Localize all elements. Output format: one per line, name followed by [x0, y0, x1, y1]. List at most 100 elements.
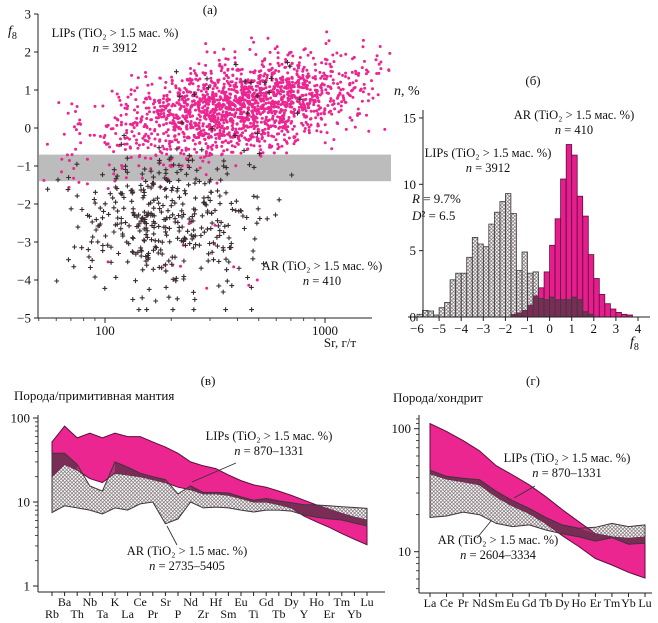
svg-text:Zr: Zr	[198, 607, 209, 621]
x-axis-title-sr: Sr, г/т	[323, 335, 357, 350]
svg-text:Sm: Sm	[220, 607, 237, 621]
svg-text:0: 0	[25, 121, 32, 136]
ar-scatter-points	[45, 60, 303, 312]
svg-text:Dy: Dy	[555, 596, 570, 610]
ar-annotation-v: AR (TiO₂ > 1.5 мас. %) n = 2735–5405	[127, 544, 248, 575]
svg-text:Tb: Tb	[272, 607, 285, 621]
svg-text:2: 2	[25, 45, 32, 60]
svg-text:15: 15	[403, 110, 416, 125]
ar-annotation-g-line1: AR (TiO₂ > 1.5 мас. %)	[437, 533, 559, 547]
lips-annotation-b-n: n = 3912	[465, 161, 511, 176]
svg-text:3: 3	[25, 7, 32, 22]
svg-text:1000: 1000	[312, 323, 338, 338]
svg-text:Er: Er	[590, 596, 601, 610]
lips-annotation-g-line1: LIPs (TiO₂ > 1.5 мас. %)	[503, 451, 631, 465]
stats-annotation-b: R = 9.7% D² = 6.5	[412, 191, 461, 225]
svg-text:Lu: Lu	[638, 596, 651, 610]
svg-text:10: 10	[398, 544, 411, 559]
panel-g-tag: (г)	[526, 373, 540, 388]
svg-text:Lu: Lu	[360, 595, 373, 609]
svg-text:100: 100	[392, 421, 412, 436]
panel-b-tag: (б)	[525, 73, 541, 88]
lips-leader-line	[191, 462, 237, 483]
ar-annotation-b-n: n = 410	[554, 123, 594, 138]
svg-text:Tm: Tm	[604, 596, 621, 610]
gray-band	[39, 154, 391, 182]
f8-var: f	[8, 24, 12, 39]
panel-a-tag: (a)	[202, 2, 218, 17]
f8-sub: 8	[11, 30, 17, 42]
svg-text:Nd: Nd	[472, 596, 487, 610]
svg-text:Ti: Ti	[248, 607, 259, 621]
ar-annotation-b-line1: AR (TiO₂ > 1.5 мас. %)	[513, 108, 635, 122]
svg-text:Gd: Gd	[522, 596, 537, 610]
svg-text:−1: −1	[17, 159, 31, 174]
svg-text:−4: −4	[454, 321, 468, 336]
svg-text:−3: −3	[476, 321, 490, 336]
svg-text:−4: −4	[17, 273, 31, 288]
y-axis-title-npct: n, %	[394, 84, 420, 99]
svg-text:5: 5	[410, 243, 417, 258]
svg-text:Ce: Ce	[134, 595, 147, 609]
svg-text:2: 2	[591, 321, 598, 336]
svg-text:100: 100	[11, 411, 31, 426]
svg-text:−2: −2	[17, 197, 31, 212]
svg-text:Tb: Tb	[539, 596, 552, 610]
r-stat: R = 9.7%	[412, 191, 461, 206]
svg-text:Nb: Nb	[82, 595, 97, 609]
svg-text:Yb: Yb	[621, 596, 636, 610]
ar-band	[429, 469, 646, 545]
svg-text:Ta: Ta	[96, 607, 108, 621]
svg-text:Ho: Ho	[572, 596, 587, 610]
svg-text:Pr: Pr	[147, 607, 158, 621]
ar-annotation-g: AR (TiO₂ > 1.5 мас. %) n = 2604–3334	[438, 533, 559, 564]
svg-text:Dy: Dy	[284, 595, 299, 609]
ar-annotation-b: AR (TiO₂ > 1.5 мас. %) n = 410	[514, 108, 635, 139]
svg-text:10: 10	[17, 495, 30, 510]
lips-annotation-v-n: n = 870–1331	[234, 444, 304, 459]
svg-text:−1: −1	[521, 321, 535, 336]
svg-text:Ce: Ce	[440, 596, 453, 610]
lips-annotation-v-line1: LIPs (TiO₂ > 1.5 мас. %)	[205, 429, 333, 443]
svg-text:0: 0	[546, 321, 553, 336]
svg-text:Ho: Ho	[309, 595, 324, 609]
svg-text:P: P	[175, 607, 182, 621]
svg-text:Sm: Sm	[488, 596, 505, 610]
svg-text:10: 10	[403, 177, 416, 192]
d2-stat: D² = 6.5	[412, 207, 456, 223]
x-axis-title-f8-b: f8	[630, 335, 639, 353]
ar-annotation-a-line1: AR (TiO₂ > 1.5 мас. %)	[261, 259, 383, 273]
spider-g-title: Порода/хондрит	[393, 390, 483, 405]
lips-annotation-v: LIPs (TiO₂ > 1.5 мас. %) n = 870–1331	[206, 429, 333, 460]
svg-text:Hf: Hf	[209, 595, 222, 609]
lips-annotation-g-n: n = 870–1331	[532, 466, 602, 481]
svg-text:−3: −3	[17, 235, 31, 250]
lips-annotation-g: LIPs (TiO₂ > 1.5 мас. %) n = 870–1331	[504, 451, 631, 482]
element-tick-labels: La Ce Pr Nd Sm Eu Gd Tb Dy Ho Er Tm Yb Lu	[424, 596, 652, 610]
svg-text:Th: Th	[71, 607, 84, 621]
svg-text:K: K	[111, 595, 120, 609]
ar-annotation-a: AR (TiO₂ > 1.5 мас. %) n = 410	[262, 259, 383, 290]
ar-annotation-g-n: n = 2604–3334	[460, 548, 536, 563]
svg-text:1: 1	[24, 579, 31, 594]
svg-text:Er: Er	[324, 607, 335, 621]
ar-leader-line	[476, 520, 492, 539]
svg-text:Y: Y	[300, 607, 309, 621]
ar-band	[51, 452, 368, 527]
svg-text:Yb: Yb	[347, 607, 362, 621]
svg-text:1: 1	[25, 83, 32, 98]
ar-annotation-v-n: n = 2735–5405	[149, 559, 225, 574]
lips-annotation-b: LIPs (TiO₂ > 1.5 мас. %) n = 3912	[425, 146, 552, 177]
lips-annotation-b-line1: LIPs (TiO₂ > 1.5 мас. %)	[424, 146, 552, 160]
lips-scatter-points	[42, 30, 392, 290]
svg-text:100: 100	[95, 323, 115, 338]
svg-text:3: 3	[613, 321, 620, 336]
svg-text:Eu: Eu	[234, 595, 247, 609]
lips-annotation-a-line1: LIPs (TiO₂ > 1.5 мас. %)	[51, 26, 179, 40]
lips-annotation-a: LIPs (TiO₂ > 1.5 мас. %) n = 3912	[52, 26, 179, 57]
